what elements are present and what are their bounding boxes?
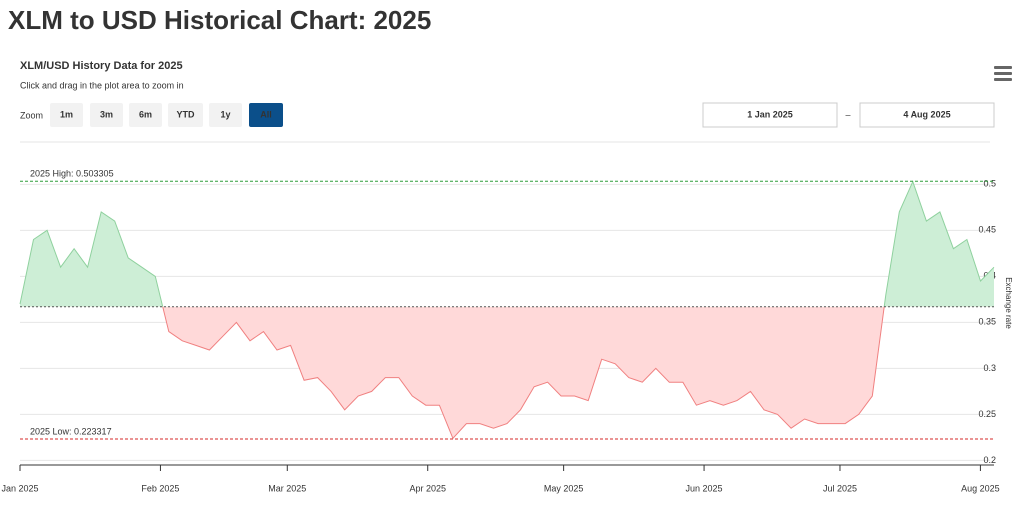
zoom-button[interactable]: 1m xyxy=(50,103,83,127)
zoom-button-label: YTD xyxy=(177,109,196,119)
zoom-button-label: 3m xyxy=(100,109,113,119)
zoom-button: 1y xyxy=(209,103,242,127)
x-tick-label: Aug 2025 xyxy=(961,483,1000,493)
zoom-button[interactable]: YTD xyxy=(168,103,203,127)
date-from: 1 Jan 2025 xyxy=(747,109,793,119)
zoom-button[interactable]: 3m xyxy=(90,103,123,127)
menu-button[interactable] xyxy=(992,63,1014,83)
y-tick-label: 0.25 xyxy=(978,409,996,419)
zoom-button-bg xyxy=(90,103,123,127)
high-label: 2025 High: 0.503305 xyxy=(30,169,114,179)
zoom-button-label: 6m xyxy=(139,109,152,119)
x-tick-label: Jun 2025 xyxy=(686,483,723,493)
zoom-button-bg xyxy=(249,103,283,127)
zoom-label: Zoom xyxy=(20,110,43,120)
y-tick-label: 0.45 xyxy=(978,225,996,235)
zoom-button[interactable]: 6m xyxy=(129,103,162,127)
x-tick-label: May 2025 xyxy=(544,483,584,493)
area-above xyxy=(20,181,994,307)
x-tick-label: Apr 2025 xyxy=(409,483,446,493)
x-tick-label: Mar 2025 xyxy=(268,483,306,493)
zoom-button-bg xyxy=(50,103,83,127)
zoom-button-label: 1m xyxy=(60,109,73,119)
area-below xyxy=(20,306,994,439)
zoom-button-bg xyxy=(168,103,203,127)
low-label: 2025 Low: 0.223317 xyxy=(30,426,112,436)
date-to: 4 Aug 2025 xyxy=(903,109,950,119)
page-title: XLM to USD Historical Chart: 2025 xyxy=(8,5,431,35)
y-axis-label: Exchange rate xyxy=(1004,277,1013,329)
date-to-input[interactable]: 4 Aug 2025 xyxy=(859,102,995,128)
y-tick-label: 0.3 xyxy=(983,363,996,373)
range-separator: – xyxy=(845,109,850,119)
x-tick-label: Jul 2025 xyxy=(823,483,857,493)
chart-subtitle: Click and drag in the plot area to zoom … xyxy=(20,80,184,90)
date-from-input[interactable]: 1 Jan 2025 xyxy=(702,102,838,128)
line-below xyxy=(162,306,885,440)
zoom-button-bg xyxy=(129,103,162,127)
y-tick-label: 0.2 xyxy=(983,455,996,465)
zoom-button[interactable]: All xyxy=(249,103,283,127)
zoom-button-label: 1y xyxy=(220,109,230,119)
x-tick-label: Feb 2025 xyxy=(141,483,179,493)
chart-title: XLM/USD History Data for 2025 xyxy=(20,60,183,72)
zoom-button-bg xyxy=(209,103,242,127)
zoom-button-label: All xyxy=(260,109,272,119)
y-tick-label: 0.35 xyxy=(978,317,996,327)
x-tick-label: Jan 2025 xyxy=(1,483,38,493)
y-tick-label: 0.5 xyxy=(983,179,996,189)
